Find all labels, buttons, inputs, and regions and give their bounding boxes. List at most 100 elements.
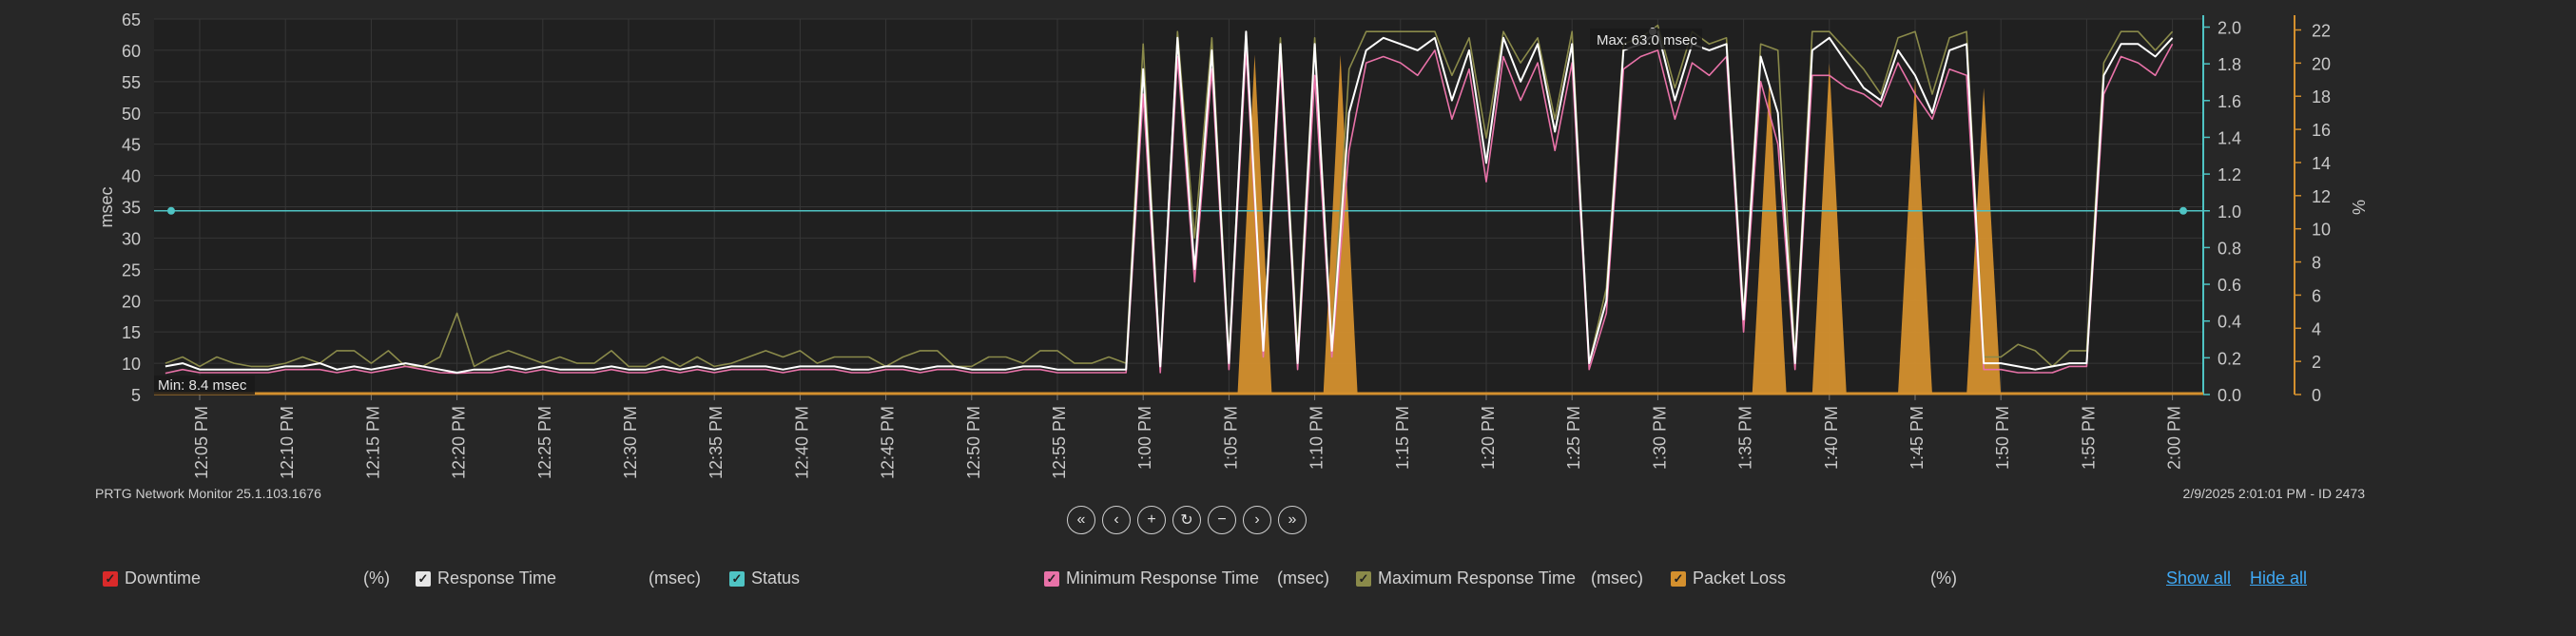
- status-axis-label: 1.2: [2218, 165, 2241, 184]
- legend-response-time[interactable]: ✓ Response Time: [416, 569, 556, 588]
- legend-response-time-unit: (msec): [649, 569, 701, 588]
- legend-max-response[interactable]: ✓ Maximum Response Time: [1356, 569, 1576, 588]
- percent-axis-label: 0: [2312, 386, 2321, 405]
- zoom-in-button[interactable]: +: [1137, 506, 1166, 534]
- legend-status[interactable]: ✓ Status: [729, 569, 800, 588]
- status-axis-label: 2.0: [2218, 19, 2241, 38]
- legend-packet-loss[interactable]: ✓ Packet Loss: [1671, 569, 1786, 588]
- percent-axis-label: 4: [2312, 319, 2321, 338]
- legend-status-label: Status: [751, 569, 801, 588]
- x-tick-label: 1:20 PM: [1479, 406, 1498, 470]
- y-tick-label: 35: [122, 199, 141, 218]
- y-tick-label: 60: [122, 42, 141, 61]
- x-tick-label: 1:35 PM: [1736, 406, 1755, 470]
- legend-downtime[interactable]: ✓ Downtime: [103, 569, 201, 588]
- status-axis-label: 0.0: [2218, 386, 2241, 405]
- y-tick-label: 45: [122, 136, 141, 155]
- status-axis-label: 0.2: [2218, 349, 2241, 368]
- x-tick-label: 1:10 PM: [1307, 406, 1327, 470]
- x-tick-label: 12:45 PM: [879, 406, 898, 479]
- x-tick-label: 1:05 PM: [1221, 406, 1240, 470]
- y-tick-label: 15: [122, 323, 141, 342]
- chart-legend: ✓ Downtime (%) ✓ Response Time (msec) ✓ …: [0, 569, 2576, 591]
- status-point: [167, 206, 175, 215]
- y-tick-label: 20: [122, 292, 141, 311]
- x-tick-label: 1:40 PM: [1822, 406, 1841, 470]
- x-tick-label: 12:40 PM: [792, 406, 811, 479]
- y-tick-label: 65: [122, 10, 141, 29]
- y-tick-label: 40: [122, 167, 141, 186]
- status-axis-label: 0.8: [2218, 239, 2241, 258]
- percent-axis-title: %: [2349, 200, 2368, 215]
- max-response-checkbox[interactable]: ✓: [1356, 570, 1371, 587]
- percent-axis-label: 12: [2312, 187, 2331, 206]
- legend-max-response-unit: (msec): [1591, 569, 1643, 588]
- status-axis-label: 0.4: [2218, 313, 2241, 332]
- packet-loss-spike: [1966, 87, 2002, 395]
- packet-loss-spike: [1752, 79, 1787, 395]
- legend-downtime-label: Downtime: [125, 569, 202, 588]
- x-tick-label: 12:15 PM: [363, 406, 382, 479]
- packet-loss-spike: [1898, 79, 1932, 395]
- percent-axis-label: 20: [2312, 54, 2331, 73]
- series-line: [165, 30, 2174, 374]
- max-annotation: Max: 63.0 msec: [1597, 32, 1697, 48]
- percent-axis-label: 2: [2312, 353, 2321, 372]
- packet-loss-checkbox[interactable]: ✓: [1671, 570, 1686, 587]
- response-time-checkbox[interactable]: ✓: [416, 570, 431, 587]
- reset-button[interactable]: ↻: [1172, 506, 1201, 534]
- zoom-out-full-button[interactable]: «: [1067, 506, 1095, 534]
- pan-right-button[interactable]: ›: [1243, 506, 1271, 534]
- min-annotation-box: [154, 376, 255, 395]
- x-tick-label: 1:55 PM: [2079, 406, 2098, 470]
- min-annotation: Min: 8.4 msec: [158, 377, 247, 394]
- show-all-link[interactable]: Show all: [2166, 569, 2232, 588]
- pan-left-button[interactable]: ‹: [1102, 506, 1131, 534]
- y-tick-label: 55: [122, 73, 141, 92]
- max-annotation-box: [1590, 29, 1702, 49]
- chart-navigation: « ‹ + ↻ − › »: [1067, 506, 1307, 534]
- legend-min-response-label: Minimum Response Time: [1066, 569, 1260, 588]
- hide-all-link[interactable]: Hide all: [2250, 569, 2308, 588]
- packet-loss-spike: [1237, 54, 1272, 395]
- percent-axis-label: 22: [2312, 22, 2331, 41]
- legend-min-response[interactable]: ✓ Minimum Response Time: [1044, 569, 1259, 588]
- status-axis-label: 0.6: [2218, 276, 2241, 295]
- y-tick-label: 10: [122, 355, 141, 374]
- y-tick-label: 50: [122, 105, 141, 124]
- legend-packet-loss-unit: (%): [1930, 569, 1957, 588]
- percent-axis-label: 16: [2312, 121, 2331, 140]
- status-axis-label: 1.0: [2218, 202, 2241, 222]
- legend-packet-loss-label: Packet Loss: [1693, 569, 1787, 588]
- x-tick-label: 2:00 PM: [2165, 406, 2184, 470]
- x-tick-label: 12:35 PM: [707, 406, 726, 479]
- x-tick-label: 12:30 PM: [621, 406, 640, 479]
- percent-axis-label: 10: [2312, 221, 2331, 240]
- y-tick-label: 25: [122, 260, 141, 279]
- packet-loss-spike: [1811, 63, 1847, 395]
- status-checkbox[interactable]: ✓: [729, 570, 745, 587]
- legend-downtime-unit: (%): [363, 569, 390, 588]
- legend-min-response-unit: (msec): [1277, 569, 1329, 588]
- x-tick-label: 1:30 PM: [1650, 406, 1669, 470]
- downtime-checkbox[interactable]: ✓: [103, 570, 118, 587]
- y-tick-label: 30: [122, 229, 141, 248]
- zoom-in-full-button[interactable]: »: [1278, 506, 1307, 534]
- zoom-out-button[interactable]: −: [1208, 506, 1236, 534]
- x-tick-label: 1:45 PM: [1908, 406, 1927, 470]
- x-tick-label: 12:20 PM: [450, 406, 469, 479]
- x-tick-label: 12:05 PM: [192, 406, 211, 479]
- x-tick-label: 12:55 PM: [1050, 406, 1069, 479]
- status-point: [2179, 206, 2187, 215]
- percent-axis-label: 8: [2312, 254, 2321, 273]
- min-response-checkbox[interactable]: ✓: [1044, 570, 1059, 587]
- x-tick-label: 1:15 PM: [1393, 406, 1412, 470]
- y-tick-label: 5: [131, 386, 141, 405]
- timestamp-text: 2/9/2025 2:01:01 PM - ID 2473: [2182, 486, 2365, 501]
- status-axis-label: 1.8: [2218, 55, 2241, 74]
- legend-response-time-label: Response Time: [437, 569, 557, 588]
- y-axis-title: msec: [97, 186, 116, 227]
- percent-axis-label: 6: [2312, 286, 2321, 305]
- legend-max-response-label: Maximum Response Time: [1378, 569, 1577, 588]
